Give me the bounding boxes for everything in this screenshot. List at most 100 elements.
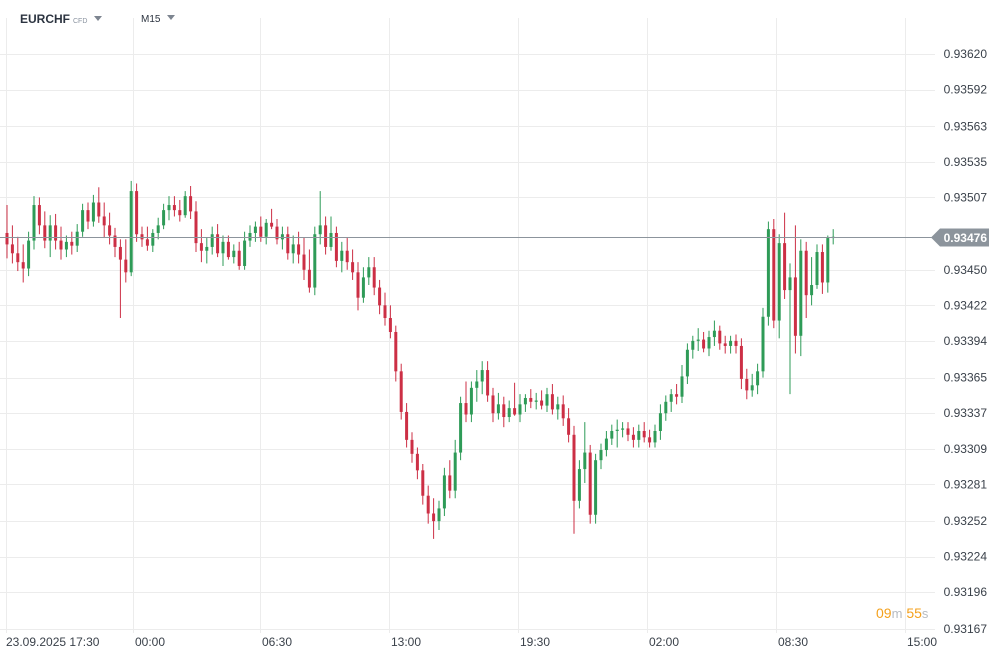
candle: [486, 361, 490, 402]
candle-body: [297, 244, 301, 255]
candle-body: [702, 339, 706, 349]
current-price-marker: 0.93476: [0, 228, 989, 247]
candle: [54, 213, 58, 250]
candle: [286, 226, 290, 260]
candle-body: [448, 475, 452, 491]
candle: [399, 363, 403, 420]
candle: [361, 267, 365, 303]
candle: [421, 463, 425, 505]
candle: [194, 201, 198, 253]
candle: [469, 381, 473, 423]
candle-body: [378, 287, 382, 306]
current-price-badge: [931, 228, 989, 247]
price-tick-label: 0.93309: [944, 442, 988, 456]
candle-body: [178, 210, 182, 216]
candle-body: [405, 411, 409, 440]
candle: [664, 395, 668, 421]
candlestick-series: [5, 180, 835, 539]
candle-body: [27, 240, 31, 269]
candle: [545, 387, 549, 412]
candle: [480, 361, 484, 395]
candle-body: [453, 452, 457, 491]
candle: [685, 343, 689, 385]
candle: [502, 396, 506, 428]
candle-body: [32, 205, 36, 241]
candle-body: [210, 234, 214, 247]
candle-body: [442, 475, 446, 509]
candle: [189, 186, 193, 220]
candle: [702, 331, 706, 353]
candle-body: [48, 225, 52, 241]
candle: [405, 403, 409, 448]
candle: [453, 439, 457, 499]
candle-body: [172, 205, 176, 211]
candle: [162, 203, 166, 230]
candle-body: [340, 250, 344, 261]
candle-body: [415, 453, 419, 471]
candle-body: [718, 330, 722, 344]
candle-body: [388, 318, 392, 332]
candle: [253, 221, 257, 242]
candle-body: [167, 205, 171, 211]
candle: [10, 225, 14, 264]
candle-body: [313, 234, 317, 288]
candle-body: [64, 241, 68, 250]
candle-body: [329, 232, 333, 247]
candle-body: [804, 250, 808, 296]
candle-body: [183, 196, 187, 216]
candle-body: [658, 413, 662, 431]
candle-body: [513, 408, 517, 415]
candle-body: [707, 337, 711, 349]
candle-body: [545, 394, 549, 406]
candle: [351, 249, 355, 280]
candle: [556, 396, 560, 420]
candle: [113, 227, 117, 258]
candle: [826, 235, 830, 293]
time-axis[interactable]: 23.09.2025 17:30 00:00 06:30 13:00 19:30 02:0…: [6, 635, 937, 649]
candle: [475, 370, 479, 402]
price-tick-label: 0.93252: [944, 514, 988, 528]
candle-body: [10, 244, 14, 254]
symbol-selector[interactable]: EURCHF CFD: [20, 12, 103, 26]
candle-body: [421, 470, 425, 496]
candle-body: [221, 241, 225, 254]
candle-body: [432, 513, 436, 522]
countdown-seconds-unit: s: [921, 606, 929, 621]
candle-body: [54, 225, 58, 241]
candle-body: [464, 403, 468, 415]
timeframe-selector[interactable]: M15: [141, 14, 176, 25]
candle: [232, 244, 236, 264]
candle-body: [124, 259, 128, 273]
candle-body: [777, 243, 781, 321]
candle-body: [745, 378, 749, 391]
candle: [367, 257, 371, 286]
price-tick-label: 0.93365: [944, 371, 988, 385]
candle-body: [367, 267, 371, 278]
candle: [383, 292, 387, 326]
candle: [604, 430, 608, 457]
candle-body: [356, 272, 360, 298]
candle: [523, 394, 527, 412]
candle: [448, 460, 452, 499]
candle-body: [669, 394, 673, 402]
candle-body: [394, 331, 398, 372]
candle: [766, 221, 770, 326]
candle: [529, 389, 533, 409]
candle-body: [631, 434, 635, 440]
candle: [270, 208, 274, 230]
time-tick-label: 00:00: [135, 635, 165, 649]
candle: [432, 498, 436, 539]
candle-body: [534, 400, 538, 402]
candle: [5, 205, 9, 259]
price-tick-label: 0.93450: [944, 263, 988, 277]
candle-body: [507, 408, 511, 418]
candle: [334, 226, 338, 268]
candle: [102, 202, 106, 239]
candle: [118, 239, 122, 319]
price-axis[interactable]: 0.93620 0.93592 0.93563 0.93535 0.93507 0.934…: [944, 47, 988, 636]
candle: [653, 424, 657, 448]
candle-body: [561, 404, 565, 419]
candle-body: [16, 253, 20, 263]
price-tick-label: 0.93620: [944, 47, 988, 61]
